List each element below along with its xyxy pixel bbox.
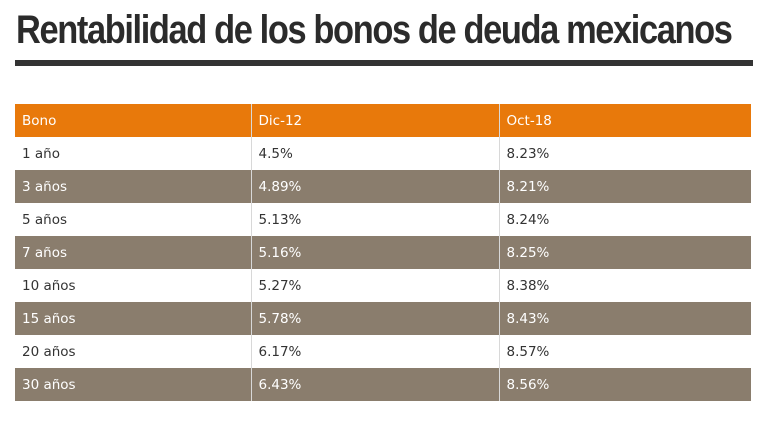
table-header-row: Bono Dic-12 Oct-18 xyxy=(15,104,751,137)
table-cell: 20 años xyxy=(15,335,251,368)
table-cell: 5.16% xyxy=(250,236,499,269)
table-cell: 5.13% xyxy=(250,203,499,236)
table-cell: 8.56% xyxy=(498,368,751,401)
table-cell: 5.27% xyxy=(250,269,499,302)
table-cell: 30 años xyxy=(15,368,251,401)
table-cell: 8.43% xyxy=(498,302,751,335)
table-cell: 10 años xyxy=(15,269,251,302)
table-row: 10 años 5.27% 8.38% xyxy=(15,269,751,302)
column-header-dic-12: Dic-12 xyxy=(250,104,499,137)
table-cell: 3 años xyxy=(15,170,251,203)
column-header-oct-18: Oct-18 xyxy=(498,104,751,137)
table-cell: 6.43% xyxy=(250,368,499,401)
table-row: 5 años 5.13% 8.24% xyxy=(15,203,751,236)
table-row: 7 años 5.16% 8.25% xyxy=(15,236,751,269)
bond-yield-table: Bono Dic-12 Oct-18 1 año 4.5% 8.23% 3 añ… xyxy=(15,104,751,401)
table-cell: 1 año xyxy=(15,137,251,170)
table-cell: 5.78% xyxy=(250,302,499,335)
table-cell: 8.24% xyxy=(498,203,751,236)
table-cell: 7 años xyxy=(15,236,251,269)
column-header-bono: Bono xyxy=(15,104,251,137)
table-row: 3 años 4.89% 8.21% xyxy=(15,170,751,203)
table-cell: 4.89% xyxy=(250,170,499,203)
table-cell: 8.25% xyxy=(498,236,751,269)
table-cell: 8.21% xyxy=(498,170,751,203)
table-row: 20 años 6.17% 8.57% xyxy=(15,335,751,368)
table-cell: 6.17% xyxy=(250,335,499,368)
table-cell: 8.57% xyxy=(498,335,751,368)
table-cell: 4.5% xyxy=(250,137,499,170)
table-row: 15 años 5.78% 8.43% xyxy=(15,302,751,335)
table-cell: 5 años xyxy=(15,203,251,236)
page-title: Rentabilidad de los bonos de deuda mexic… xyxy=(16,8,733,52)
title-divider xyxy=(15,60,753,66)
table-row: 30 años 6.43% 8.56% xyxy=(15,368,751,401)
table-cell: 8.38% xyxy=(498,269,751,302)
table-cell: 15 años xyxy=(15,302,251,335)
table-cell: 8.23% xyxy=(498,137,751,170)
table-row: 1 año 4.5% 8.23% xyxy=(15,137,751,170)
